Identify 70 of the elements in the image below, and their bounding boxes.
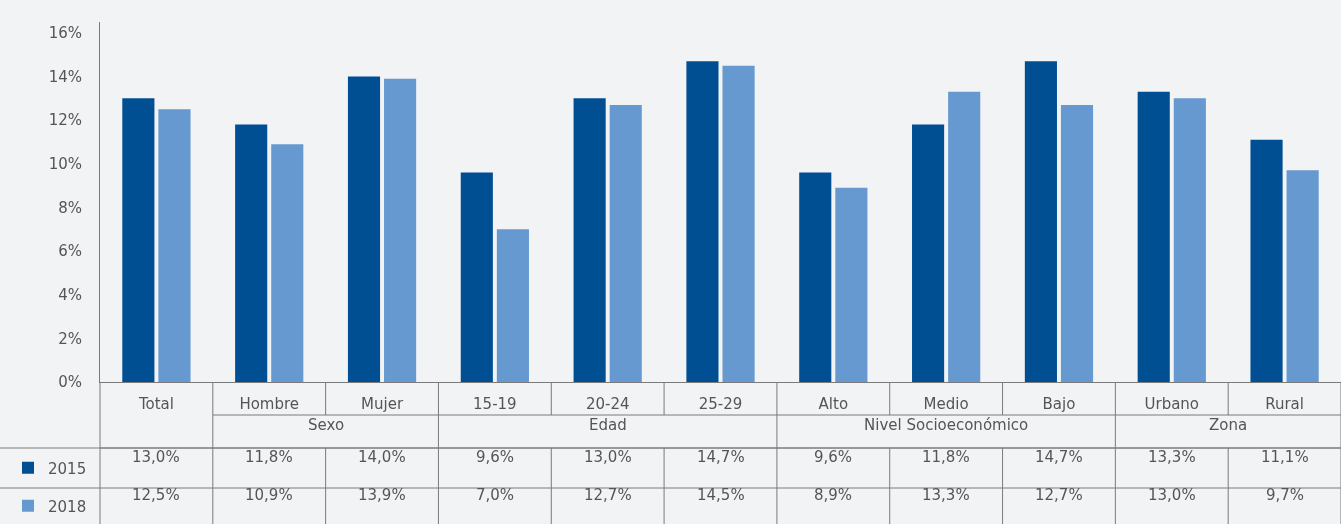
x-tick-label: 20-24 — [585, 395, 630, 413]
data-label: 12,5% — [132, 486, 180, 504]
text: Nivel Socioeconómico — [864, 416, 1029, 434]
bar — [347, 76, 381, 382]
data-label: 13,0% — [584, 448, 632, 466]
bar — [384, 78, 417, 382]
data-label: 12,7% — [1035, 486, 1083, 504]
data-label: 14,5% — [697, 486, 745, 504]
bar — [948, 91, 981, 382]
data-label: 14,0% — [358, 448, 406, 466]
legend-label: 2018 — [48, 497, 87, 516]
x-tick-label: Mujer — [361, 395, 404, 413]
text: Sexo — [308, 416, 345, 434]
x-tick-label: Rural — [1265, 395, 1304, 413]
y-tick-label: 8% — [58, 198, 82, 217]
bar — [1250, 139, 1283, 382]
y-tick-label: 2% — [58, 329, 82, 348]
bar — [609, 104, 642, 382]
data-label: 11,8% — [922, 448, 970, 466]
x-tick-label: Alto — [818, 395, 849, 413]
bar — [122, 98, 155, 382]
bar — [912, 124, 945, 382]
bar — [460, 172, 493, 382]
data-label: 10,9% — [245, 486, 293, 504]
y-tick-label: 12% — [48, 111, 82, 130]
bar — [235, 124, 268, 382]
bar — [271, 144, 304, 382]
x-tick-label: Medio — [923, 395, 969, 413]
y-tick-label: 16% — [48, 24, 82, 43]
data-label: 11,8% — [245, 448, 293, 466]
data-label: 11,1% — [1261, 448, 1309, 466]
data-label: 9,6% — [814, 448, 853, 466]
legend-label: 2015 — [48, 459, 87, 478]
data-label: 9,6% — [476, 448, 515, 466]
data-label: 14,7% — [697, 448, 745, 466]
bar — [686, 61, 719, 382]
data-label: 13,0% — [1148, 486, 1196, 504]
bar — [1137, 91, 1170, 382]
data-label: 13,3% — [922, 486, 970, 504]
bar — [722, 65, 755, 382]
y-tick-label: 10% — [48, 155, 82, 174]
bar — [1024, 61, 1057, 382]
data-label: 14,7% — [1035, 448, 1083, 466]
text: Edad — [589, 416, 627, 434]
text: Zona — [1209, 416, 1248, 434]
x-tick-label: 25-29 — [698, 395, 743, 413]
data-label: 12,7% — [584, 486, 632, 504]
y-tick-label: 4% — [58, 285, 82, 304]
data-label: 13,9% — [358, 486, 406, 504]
x-tick-label: Urbano — [1144, 395, 1200, 413]
bar — [496, 229, 529, 382]
y-tick-label: 6% — [58, 242, 82, 261]
x-tick-label: 15-19 — [473, 395, 517, 413]
bar — [1286, 170, 1319, 382]
y-tick-label: 0% — [58, 373, 82, 392]
data-label: 13,3% — [1148, 448, 1196, 466]
x-tick-label: Hombre — [239, 395, 300, 413]
data-label: 7,0% — [476, 486, 515, 504]
y-tick-label: 14% — [48, 67, 82, 86]
data-label: 9,7% — [1266, 486, 1305, 504]
bar — [158, 109, 191, 382]
data-label: 13,0% — [132, 448, 180, 466]
data-label: 8,9% — [814, 486, 853, 504]
bar — [1173, 98, 1206, 382]
bar — [573, 98, 606, 382]
bar — [799, 172, 832, 382]
bar — [1060, 104, 1094, 382]
x-tick-label: Total — [137, 395, 174, 413]
x-tick-label: Bajo — [1042, 395, 1076, 413]
bar — [835, 187, 868, 382]
